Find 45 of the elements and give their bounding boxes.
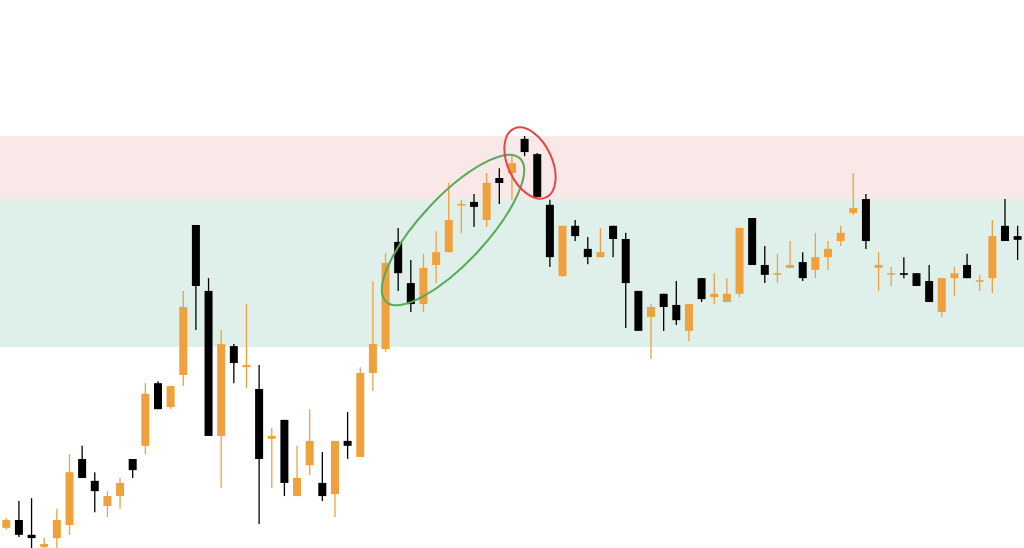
- candlestick: [798, 251, 807, 282]
- candlestick: [786, 240, 795, 269]
- candlestick: [52, 508, 61, 548]
- candlestick: [470, 193, 479, 228]
- candlestick: [116, 477, 125, 510]
- candlestick: [571, 219, 580, 242]
- candlestick: [406, 259, 415, 313]
- candlestick: [849, 172, 858, 216]
- candlestick: [824, 240, 832, 271]
- candlestick: [811, 232, 820, 279]
- candlestick: [78, 445, 87, 479]
- candlestick: [1000, 198, 1009, 242]
- candlestick: [103, 490, 112, 518]
- candlestick: [166, 385, 175, 410]
- candlestick: [128, 458, 137, 479]
- candlestick: [874, 251, 883, 292]
- candlestick: [343, 411, 352, 460]
- candlestick: [318, 451, 327, 502]
- candlestick: [887, 266, 896, 287]
- candlestick: [836, 225, 845, 247]
- candlestick: [760, 245, 769, 284]
- candlestick: [950, 266, 959, 297]
- candlestick: [90, 471, 99, 513]
- candlestick: [925, 264, 934, 303]
- candlestick: [583, 236, 592, 265]
- candlestick: [14, 500, 23, 538]
- candlestick: [609, 225, 618, 258]
- candlestick: [773, 253, 782, 284]
- candlestick: [596, 227, 605, 258]
- candlestick: [899, 256, 908, 279]
- candlestick: [432, 230, 441, 284]
- candlestick: [672, 280, 681, 326]
- candlestick: [495, 167, 504, 205]
- candlestick: [710, 272, 719, 305]
- candlestick: [1013, 225, 1022, 261]
- candlestick: [27, 497, 36, 548]
- candlestick: [697, 277, 706, 303]
- candlestick: [229, 343, 238, 384]
- candlestick: [963, 253, 972, 279]
- candlestick: [242, 303, 251, 389]
- candlestick: [647, 303, 656, 360]
- candlestick: [520, 136, 529, 157]
- candlestick: [659, 293, 668, 332]
- candlestick: [267, 427, 276, 489]
- candlestick: [293, 445, 302, 497]
